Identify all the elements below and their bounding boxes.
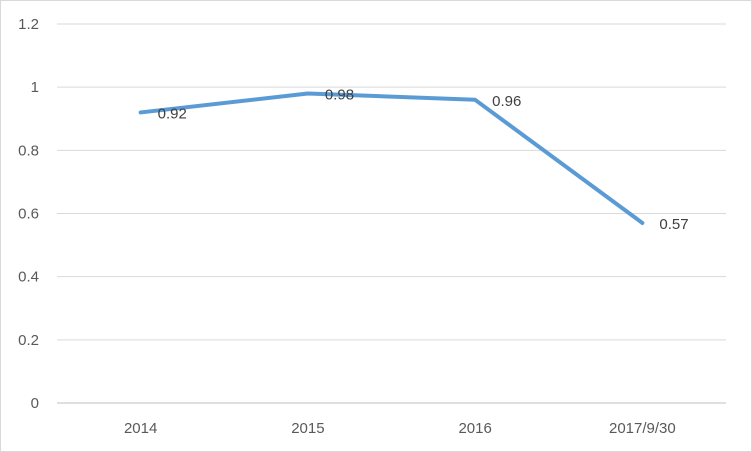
y-tick-label: 1 <box>31 79 39 96</box>
data-label: 0.96 <box>492 93 521 110</box>
gridlines <box>57 23 726 404</box>
y-tick-label: 0.8 <box>18 142 39 159</box>
series-lines <box>138 91 645 225</box>
x-axis-tick-labels: 2014 2015 2016 2017/9/30 <box>124 420 676 437</box>
data-label: 0.98 <box>325 86 354 103</box>
x-tick-label: 2016 <box>458 420 491 437</box>
data-label: 0.57 <box>659 216 688 233</box>
y-tick-label: 0.2 <box>18 332 39 349</box>
x-tick-label: 2017/9/30 <box>609 420 676 437</box>
data-label: 0.92 <box>158 105 187 122</box>
y-tick-label: 1.2 <box>18 16 39 33</box>
x-tick-label: 2014 <box>124 420 157 437</box>
x-tick-label: 2015 <box>291 420 324 437</box>
data-labels: 0.92 0.98 0.96 0.57 <box>158 86 689 232</box>
series-line <box>138 91 645 225</box>
y-tick-label: 0 <box>31 395 39 412</box>
y-tick-label: 0.6 <box>18 206 39 223</box>
y-axis-tick-labels: 0 0.2 0.4 0.6 0.8 1 1.2 <box>18 16 39 412</box>
y-tick-label: 0.4 <box>18 269 39 286</box>
